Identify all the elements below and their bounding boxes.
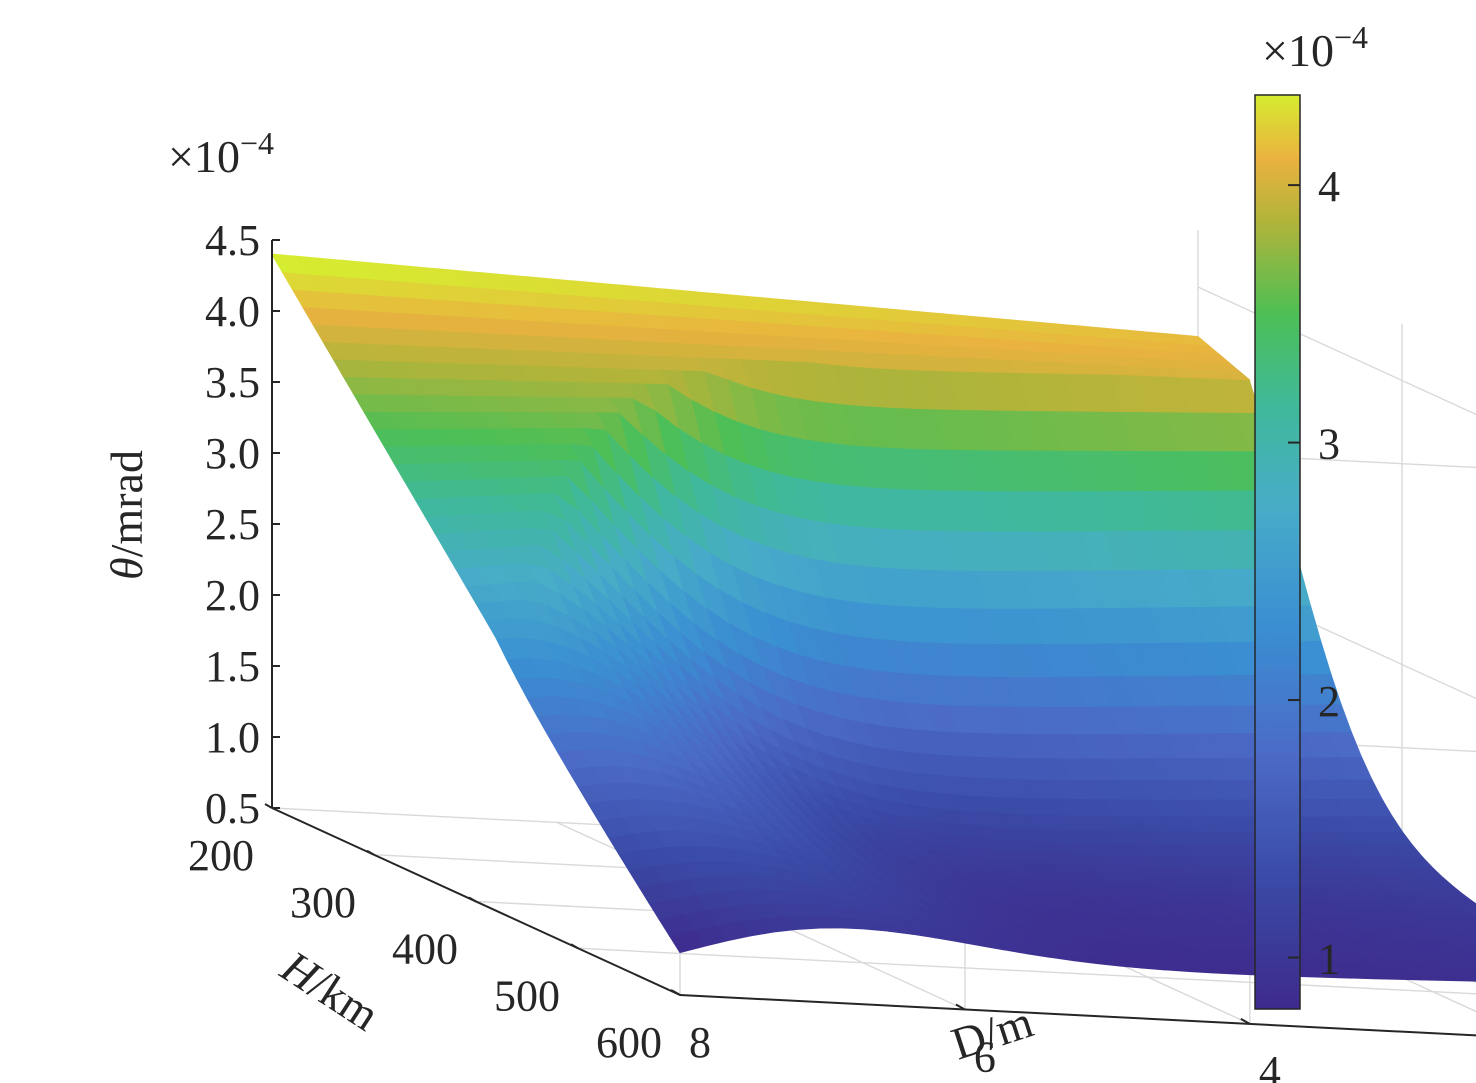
colorbar-tick-label: 4 <box>1318 162 1340 211</box>
h-tick-label: 500 <box>494 971 560 1020</box>
z-tick-label: 2.5 <box>205 500 260 549</box>
h-tick-label: 200 <box>188 831 254 880</box>
z-tick-label: 1.0 <box>205 713 260 762</box>
z-tick-label: 0.5 <box>205 784 260 833</box>
colorbar-tick-label: 2 <box>1318 677 1340 726</box>
h-axis-label: H/km <box>272 940 389 1041</box>
z-axis-label: θ/mrad <box>101 450 152 580</box>
h-tick-label: 600 <box>596 1018 662 1067</box>
d-axis-line <box>680 995 1476 1042</box>
d-tick-label: 8 <box>689 1018 711 1067</box>
colorbar-tick-label: 3 <box>1318 420 1340 469</box>
colorbar-bar <box>1255 95 1300 1009</box>
h-tick <box>265 804 272 808</box>
colorbar-tick-label: 1 <box>1318 935 1340 984</box>
colorbar-exponent: ×10−4 <box>1262 19 1368 76</box>
z-tick-label: 4.5 <box>205 216 260 265</box>
z-tick-label: 2.0 <box>205 571 260 620</box>
z-tick-label: 3.0 <box>205 429 260 478</box>
z-tick-label: 1.5 <box>205 642 260 691</box>
z-tick-label: 3.5 <box>205 358 260 407</box>
h-tick-label: 300 <box>290 878 356 927</box>
h-tick-label: 400 <box>392 925 458 974</box>
z-exponent: ×10−4 <box>168 125 274 182</box>
d-tick-label: 4 <box>1259 1047 1281 1083</box>
z-tick-label: 4.0 <box>205 287 260 336</box>
